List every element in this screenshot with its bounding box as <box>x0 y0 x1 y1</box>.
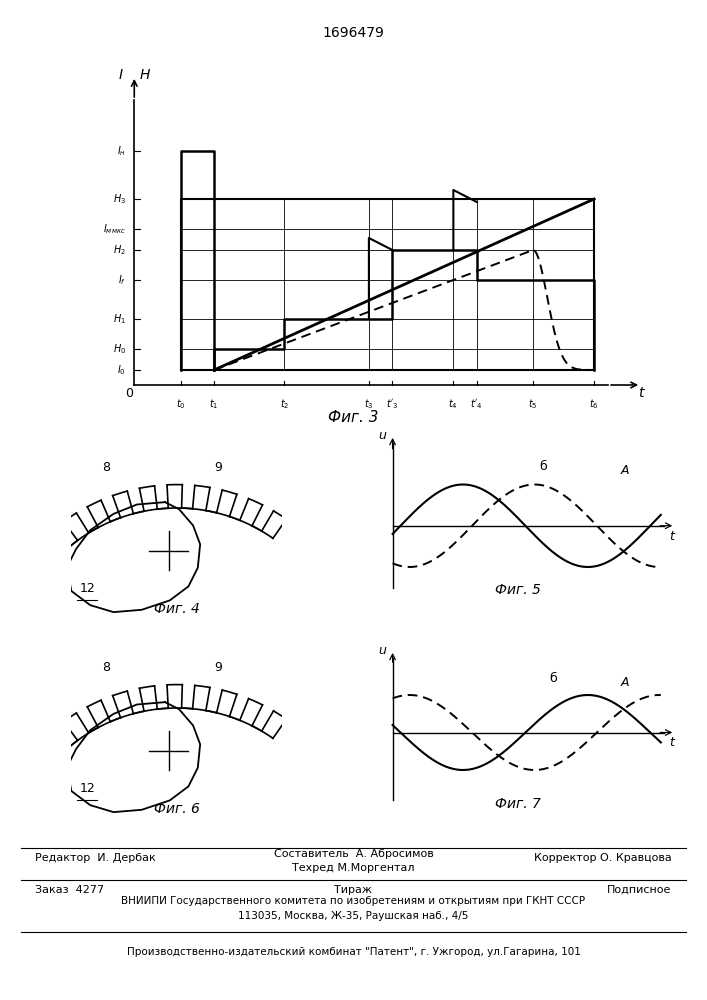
Text: t: t <box>638 386 644 400</box>
Text: 0: 0 <box>124 387 133 400</box>
Text: t: t <box>669 736 674 749</box>
Text: ВНИИПИ Государственного комитета по изобретениям и открытиям при ГКНТ СССР: ВНИИПИ Государственного комитета по изоб… <box>122 896 585 906</box>
Text: $t_0$: $t_0$ <box>176 397 186 411</box>
Text: $I_н$: $I_н$ <box>117 144 126 158</box>
Text: Корректор О. Кравцова: Корректор О. Кравцова <box>534 853 672 863</box>
Text: Редактор  И. Дербак: Редактор И. Дербак <box>35 853 156 863</box>
Text: 12: 12 <box>79 782 95 795</box>
Text: $H_0$: $H_0$ <box>112 342 126 356</box>
Text: 8: 8 <box>103 461 110 474</box>
Text: Фиг. 6: Фиг. 6 <box>154 802 199 816</box>
Text: Тираж: Тираж <box>334 885 373 895</box>
Text: Техред М.Моргентал: Техред М.Моргентал <box>292 863 415 873</box>
Text: $I_0$: $I_0$ <box>117 363 126 377</box>
Text: 8: 8 <box>103 661 110 674</box>
Text: A: A <box>621 464 629 477</box>
Text: $t_1$: $t_1$ <box>209 397 218 411</box>
Text: $H_1$: $H_1$ <box>113 312 126 326</box>
Text: $t_5$: $t_5$ <box>528 397 538 411</box>
Text: $I_f$: $I_f$ <box>117 273 126 287</box>
Text: 1696479: 1696479 <box>322 26 385 40</box>
Text: t: t <box>669 530 674 543</box>
Text: H: H <box>139 68 150 82</box>
Text: 9: 9 <box>214 661 221 674</box>
Text: u: u <box>378 644 386 657</box>
Text: $t_3$: $t_3$ <box>364 397 374 411</box>
Text: Фиг. 3: Фиг. 3 <box>328 410 379 425</box>
Text: Составитель  А. Абросимов: Составитель А. Абросимов <box>274 849 433 859</box>
Text: Заказ  4277: Заказ 4277 <box>35 885 105 895</box>
Text: $H_3$: $H_3$ <box>112 192 126 206</box>
Text: $t_6$: $t_6$ <box>589 397 599 411</box>
Text: Подписное: Подписное <box>607 885 672 895</box>
Text: $H_2$: $H_2$ <box>113 243 126 257</box>
Text: $t'_3$: $t'_3$ <box>386 397 399 411</box>
Text: 12: 12 <box>79 582 95 595</box>
Text: $t_4$: $t_4$ <box>448 397 458 411</box>
Text: Производственно-издательский комбинат "Патент", г. Ужгород, ул.Гагарина, 101: Производственно-издательский комбинат "П… <box>127 947 580 957</box>
Text: б: б <box>549 672 557 685</box>
Text: $I_{ммкс}$: $I_{ммкс}$ <box>103 222 126 236</box>
Text: 113035, Москва, Ж-35, Раушская наб., 4/5: 113035, Москва, Ж-35, Раушская наб., 4/5 <box>238 911 469 921</box>
Text: Фиг. 4: Фиг. 4 <box>154 602 199 616</box>
Text: $t_2$: $t_2$ <box>280 397 289 411</box>
Text: Фиг. 7: Фиг. 7 <box>495 796 541 810</box>
Text: A: A <box>621 676 629 689</box>
Text: u: u <box>378 429 386 442</box>
Text: 9: 9 <box>214 461 221 474</box>
Text: I: I <box>119 68 123 82</box>
Text: $t'_4$: $t'_4$ <box>470 397 484 411</box>
Text: Фиг. 5: Фиг. 5 <box>495 583 541 597</box>
Text: б: б <box>539 460 547 473</box>
